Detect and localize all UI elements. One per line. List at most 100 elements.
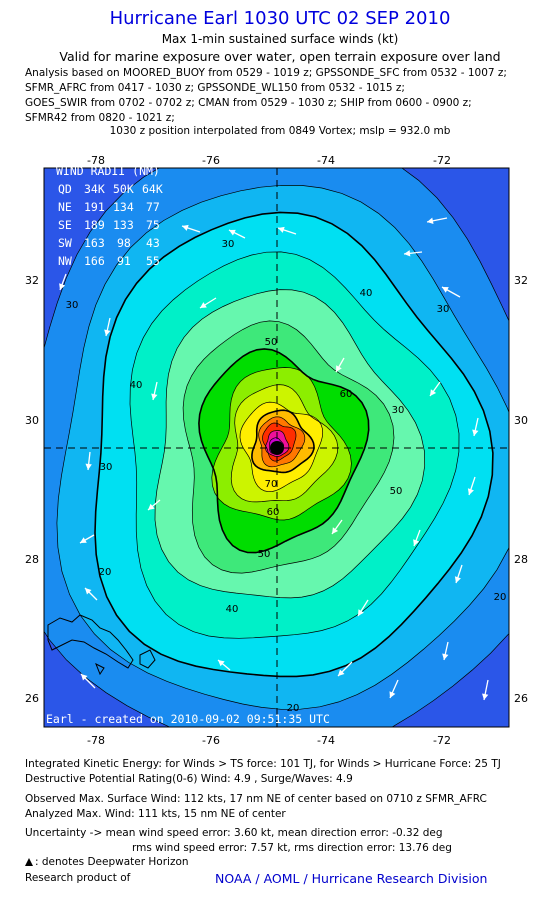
lat-tick-right: 32 xyxy=(514,274,528,287)
noaa-credit-link[interactable]: NOAA / AOML / Hurricane Research Divisio… xyxy=(215,871,488,886)
lon-tick-bottom: -72 xyxy=(433,734,451,747)
wind-arrow-head xyxy=(338,669,345,676)
wind-radii-row-ne: NE xyxy=(58,200,72,214)
wind-contour-field: 30 30 30 30 30 40 40 40 50 50 50 60 60 70 20 20 20 xyxy=(44,168,509,727)
wind-arrow-head xyxy=(218,660,225,667)
wind-arrow-head xyxy=(358,609,364,616)
contour-label: 40 xyxy=(226,604,239,615)
wind-arrow-head xyxy=(278,226,285,233)
wind-radii-row-sw: SW xyxy=(58,236,72,250)
wind-arrows xyxy=(59,217,489,701)
observed-max-line: Observed Max. Surface Wind: 112 kts, 17 … xyxy=(25,793,487,805)
lat-tick-left: 30 xyxy=(25,414,39,427)
lat-tick-left: 32 xyxy=(25,274,39,287)
wind-radii-value: 98 xyxy=(117,236,131,250)
lat-tick-right: 28 xyxy=(514,553,528,566)
wind-radii-value: 91 xyxy=(117,254,131,268)
contour-line-40 xyxy=(154,289,426,599)
lon-tick-bottom: -78 xyxy=(87,734,105,747)
wind-arrow-head xyxy=(200,302,207,308)
contour-label: 30 xyxy=(100,462,113,473)
contour-line-55 xyxy=(211,367,352,521)
contour-label: 20 xyxy=(494,592,507,603)
contour-label: 30 xyxy=(222,239,235,250)
wind-radii-value: 191 xyxy=(84,200,105,214)
wind-arrow-head xyxy=(182,224,189,231)
contour-line-30 xyxy=(94,211,494,678)
wind-radii-header-64k: 64K xyxy=(142,182,163,196)
wind-arrow-head xyxy=(472,429,479,436)
wind-arrow-head xyxy=(85,463,92,470)
contour-labels: 30 30 30 30 30 40 40 40 50 50 50 60 60 70 20 20 20 xyxy=(66,239,507,714)
analysis-line: Analysis based on MOORED_BUOY from 0529 … xyxy=(25,67,507,79)
wind-radii-value: 55 xyxy=(146,254,160,268)
island-coastline xyxy=(139,649,156,669)
map-subtitle: Max 1-min sustained surface winds (kt) xyxy=(161,32,399,46)
lon-tick-bottom: -76 xyxy=(202,734,220,747)
research-label: Research product of xyxy=(25,872,131,884)
lon-tick-top: -72 xyxy=(433,154,451,167)
position-note: 1030 z position interpolated from 0849 V… xyxy=(109,125,451,137)
contour-line-100 xyxy=(265,430,290,457)
wind-arrow-head xyxy=(148,503,155,510)
wind-arrow-head xyxy=(229,229,236,236)
wind-field-map: 30 30 30 30 30 40 40 40 50 50 50 60 60 70 20 20 20 WIND … xyxy=(25,154,528,747)
wind-radii-value: 75 xyxy=(146,218,160,232)
contour-line-50 xyxy=(198,348,370,554)
contour-label: 20 xyxy=(99,567,112,578)
contour-line-25 xyxy=(56,184,509,710)
wind-arrow-head xyxy=(442,287,449,293)
wind-arrow-head xyxy=(430,389,437,396)
wind-radii-header-34k: 34K xyxy=(84,182,105,196)
map-frame xyxy=(43,167,510,728)
wind-arrow-head xyxy=(151,393,158,400)
wind-radii-header-qd: QD xyxy=(58,182,72,196)
wind-arrow-head xyxy=(427,217,434,224)
uncertainty-line: Uncertainty -> mean wind speed error: 3.… xyxy=(25,827,443,839)
island-coastline xyxy=(95,662,105,676)
wind-arrow-head xyxy=(454,576,461,583)
uncertainty-rms-line: rms wind speed error: 7.57 kt, rms direc… xyxy=(132,842,452,854)
map-title: Hurricane Earl 1030 UTC 02 SEP 2010 xyxy=(109,8,451,29)
wind-arrow-head xyxy=(389,691,396,698)
wind-arrow-head xyxy=(467,488,474,495)
contour-line-45 xyxy=(182,320,395,574)
creation-stamp: Earl - created on 2010-09-02 09:51:35 UT… xyxy=(46,712,330,726)
wind-arrow-head xyxy=(81,674,88,681)
wind-radii-value: 134 xyxy=(113,200,134,214)
lon-tick-bottom: -74 xyxy=(317,734,335,747)
deepwater-legend: : denotes Deepwater Horizon xyxy=(25,856,189,868)
wind-radii-value: 133 xyxy=(113,218,134,232)
wind-arrow-head xyxy=(59,283,66,290)
contour-line-20 xyxy=(44,168,509,727)
contour-label: 30 xyxy=(437,304,450,315)
contour-line-60 xyxy=(230,384,339,503)
analysis-line: SFMR42 from 0820 - 1021 z; xyxy=(25,112,175,124)
contour-label: 40 xyxy=(130,380,143,391)
analyzed-max-line: Analyzed Max. Wind: 111 kts, 15 nm NE of… xyxy=(25,808,286,820)
wind-radii-title: WIND RADII (NM) xyxy=(56,164,160,178)
contour-label: 50 xyxy=(258,549,271,560)
wind-radii-row-se: SE xyxy=(58,218,72,232)
analysis-line: GOES_SWIR from 0702 - 0702 z; CMAN from … xyxy=(25,97,472,109)
contour-label: 30 xyxy=(66,300,79,311)
contour-label: 20 xyxy=(287,703,300,714)
wind-radii-header-50k: 50K xyxy=(113,182,134,196)
contour-label: 50 xyxy=(265,337,278,348)
lat-tick-right: 26 xyxy=(514,692,528,705)
axis-tick-labels: -78 -76 -74 -72 -78 -76 -74 -72 32 30 28… xyxy=(25,154,528,747)
wind-radii-value: 77 xyxy=(146,200,160,214)
lon-tick-top: -74 xyxy=(317,154,335,167)
validity-note: Valid for marine exposure over water, op… xyxy=(59,49,501,64)
deepwater-horizon-icon xyxy=(25,858,33,866)
wind-arrow-head xyxy=(80,537,87,543)
wind-arrow-head xyxy=(413,539,420,546)
contour-label: 70 xyxy=(265,479,278,490)
wind-arrow-head xyxy=(482,693,489,700)
lon-tick-top: -78 xyxy=(87,154,105,167)
wind-radii-value: 166 xyxy=(84,254,105,268)
contour-line-70 xyxy=(251,409,315,474)
analysis-line: SFMR_AFRC from 0417 - 1030 z; GPSSONDE_W… xyxy=(25,82,405,94)
island-coastline xyxy=(47,614,134,669)
wind-arrow-head xyxy=(85,588,92,595)
